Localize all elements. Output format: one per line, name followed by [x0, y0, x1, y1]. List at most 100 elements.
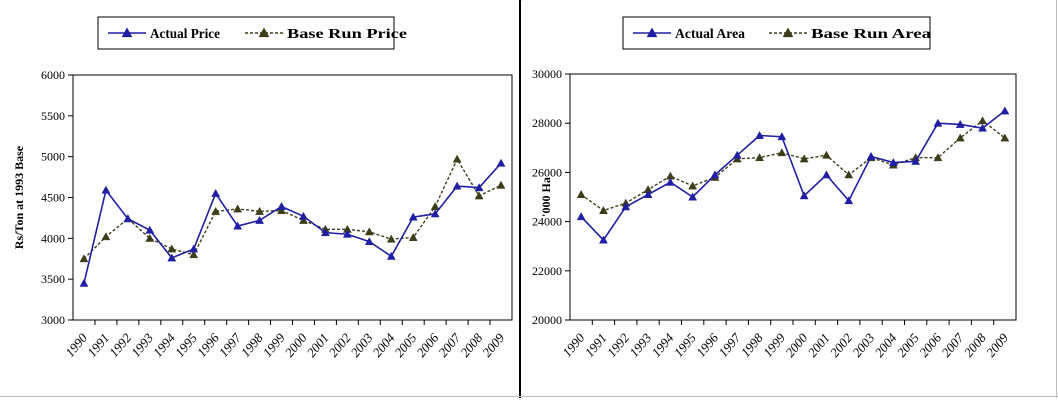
price-chart: 3000 3500 4000 4500 5000 5500 6000 199019911992…: [12, 16, 513, 360]
series-marker-1: [599, 206, 608, 214]
series-marker-0: [599, 235, 608, 244]
series-marker-0: [777, 132, 787, 141]
area-chart-panel: 20000 22000 24000 26000 28000 30000 1990 1991 19…: [522, 0, 1058, 398]
x-tick-label: 1990: [559, 330, 588, 360]
series-marker-0: [255, 215, 264, 224]
x-tick-label: 1998: [238, 330, 267, 360]
frame-bottom: [0, 396, 1058, 397]
series-marker-0: [911, 156, 921, 165]
series-marker-1: [822, 150, 831, 159]
x-tick-label: 2005: [894, 330, 923, 360]
x-tick-label: 2006: [413, 330, 442, 360]
series-marker-0: [123, 214, 133, 223]
x-tick-label: 1996: [693, 330, 722, 360]
series-marker-1: [452, 154, 462, 163]
series-marker-0: [299, 211, 308, 220]
series-marker-1: [408, 233, 418, 241]
series-marker-0: [430, 209, 440, 218]
x-tick-label: 2007: [435, 330, 464, 360]
series-marker-0: [321, 228, 330, 237]
plot-area: [72, 74, 513, 321]
series-marker-1: [496, 180, 506, 189]
series-marker-0: [101, 185, 111, 194]
legend-label-0: Actual Area: [675, 26, 745, 41]
series-marker-0: [233, 221, 243, 230]
series-marker-0: [342, 229, 352, 238]
series-marker-0: [189, 244, 199, 253]
x-tick-label: 1998: [738, 330, 767, 360]
series-marker-1: [777, 148, 787, 157]
x-tick-label: 1995: [671, 330, 700, 360]
y-tick-label: 30000: [532, 67, 562, 81]
plot-area: [569, 73, 1017, 321]
y-tick-label: 24000: [532, 215, 562, 229]
x-tick-label: 2001: [805, 330, 833, 360]
series-marker-1: [955, 133, 965, 142]
series-marker-0: [732, 150, 742, 159]
series-marker-0: [665, 177, 675, 186]
x-tick-label: 1990: [62, 330, 91, 360]
y-axis-title: Rs/Ton at 1993 Base: [12, 145, 26, 249]
y-tick-label: 22000: [532, 264, 562, 278]
y-tick-label: 26000: [532, 165, 562, 179]
legend-label-0: Actual Price: [150, 26, 220, 41]
series-marker-1: [688, 181, 698, 190]
legend: Actual Area Base Run Area: [622, 16, 931, 50]
x-tick-label: 1992: [604, 330, 633, 360]
y-tick-label: 4500: [41, 191, 65, 205]
series-marker-1: [576, 190, 586, 198]
series-marker-0: [277, 201, 286, 210]
series-marker-0: [496, 158, 506, 167]
y-tick-label: 6000: [41, 68, 65, 82]
x-tick-label: 2006: [916, 330, 945, 360]
series-marker-0: [211, 188, 221, 197]
x-tick-label: 1991: [582, 330, 610, 360]
series-marker-0: [452, 181, 462, 190]
series-marker-0: [145, 225, 155, 234]
legend-label-1: Base Run Area: [811, 26, 931, 41]
series-marker-1: [255, 206, 264, 215]
series-marker-1: [101, 232, 111, 241]
series-marker-1: [1000, 133, 1010, 142]
series-marker-1: [430, 201, 440, 210]
x-tick-label: 2002: [325, 330, 354, 360]
series-marker-1: [277, 206, 286, 215]
series-marker-0: [79, 278, 89, 287]
x-tick-label: 1995: [172, 330, 201, 360]
series-marker-1: [799, 154, 809, 163]
series-marker-0: [978, 123, 987, 132]
series-marker-0: [933, 118, 943, 127]
legend-marker-1: [782, 27, 794, 38]
x-tick-label: 1991: [84, 330, 112, 360]
x-tick-label: 2008: [961, 330, 990, 360]
series-line-1: [580, 119, 1006, 212]
x-tick-label: 2008: [457, 330, 486, 360]
y-tick-label: 20000: [532, 313, 562, 327]
x-tick-label: 1994: [648, 330, 677, 360]
series-marker-0: [621, 202, 631, 211]
series-marker-1: [844, 170, 854, 179]
series-marker-1: [299, 215, 308, 224]
y-tick-label: 5000: [41, 150, 65, 164]
series-marker-1: [189, 250, 199, 259]
legend-marker-0: [646, 27, 658, 38]
y-tick-label: 3500: [41, 272, 65, 286]
x-tick-label: 2005: [391, 330, 420, 360]
y-tick-label: 28000: [532, 116, 562, 130]
series-marker-0: [822, 170, 831, 179]
series-marker-0: [866, 151, 876, 160]
series-marker-1: [755, 153, 764, 162]
x-tick-label: 2009: [983, 330, 1012, 360]
series-marker-1: [364, 227, 374, 236]
series-marker-0: [576, 212, 586, 221]
series-line-1: [83, 157, 502, 260]
y-axis-title: '000 Ha: [539, 177, 553, 217]
x-tick-label: 2004: [871, 330, 900, 360]
x-tick-label: 2003: [849, 330, 878, 360]
series-marker-0: [408, 212, 418, 221]
series-marker-0: [755, 130, 764, 139]
series-marker-1: [474, 191, 484, 200]
x-tick-label: 1992: [106, 330, 135, 360]
series-marker-0: [643, 190, 653, 198]
x-tick-label: 2002: [827, 330, 856, 360]
